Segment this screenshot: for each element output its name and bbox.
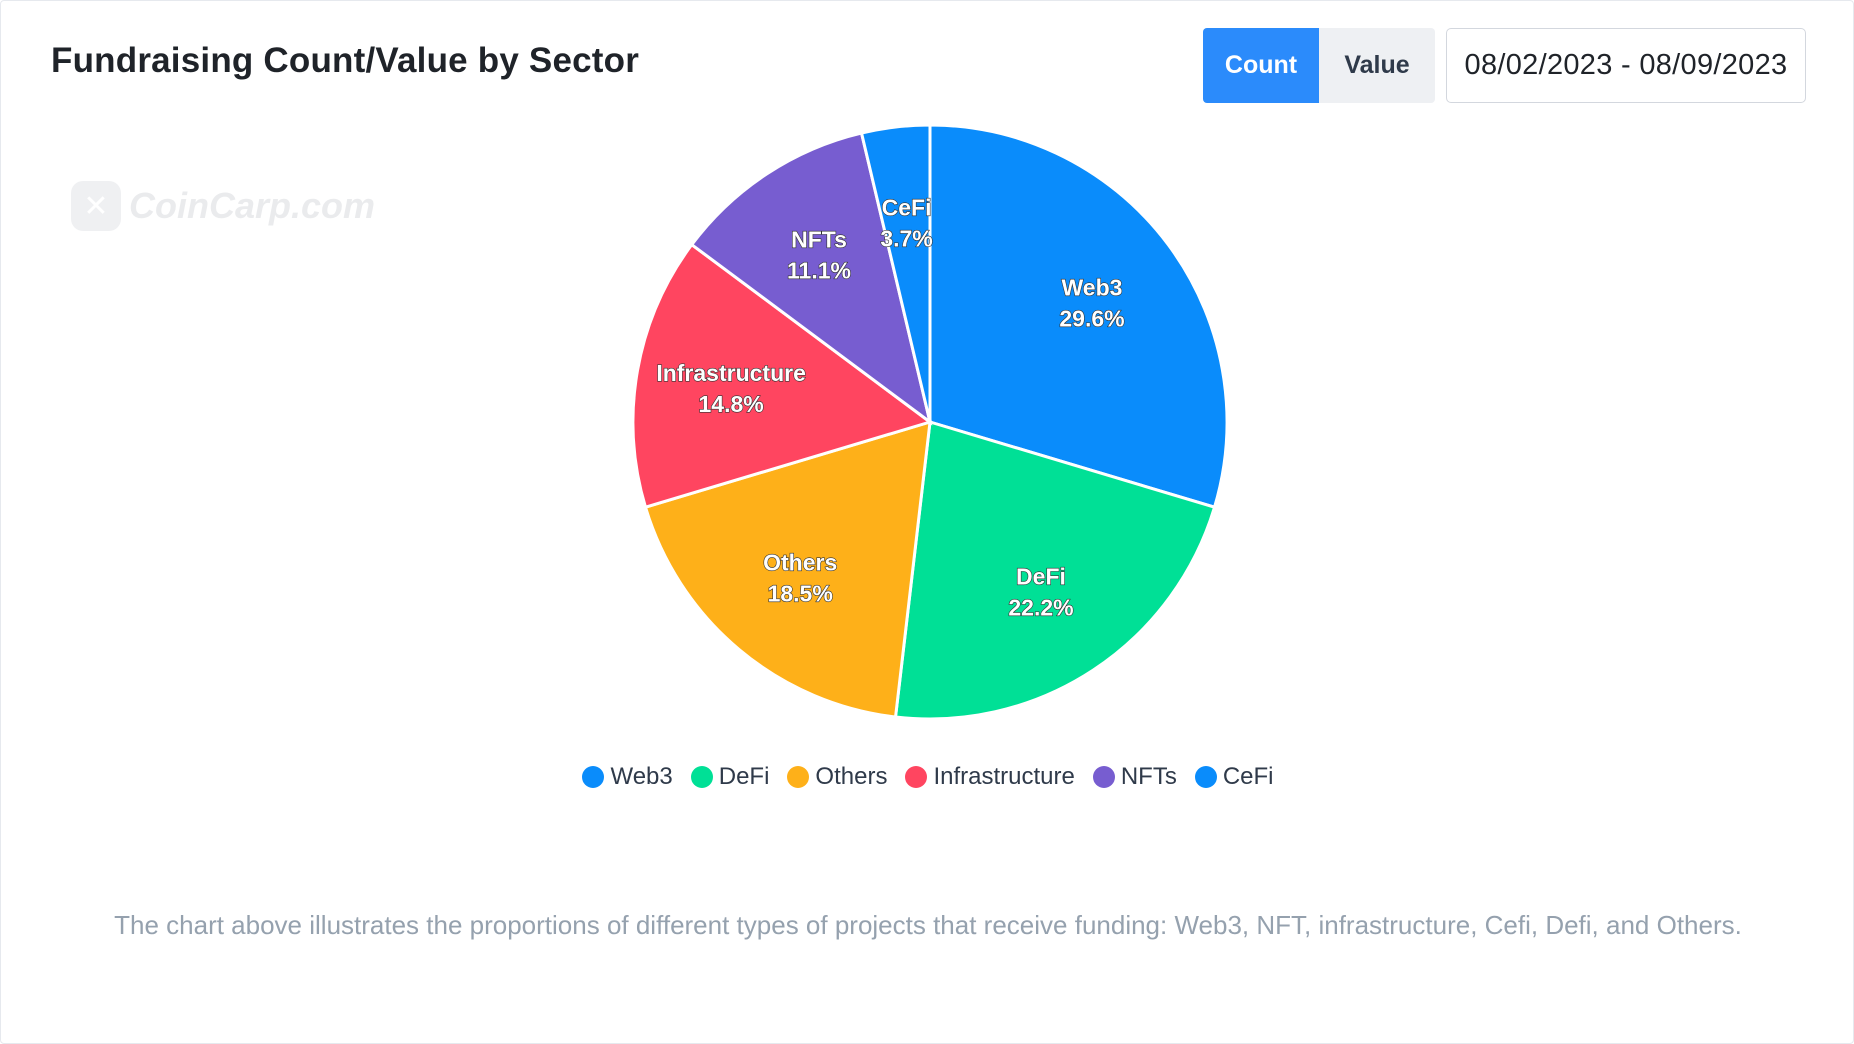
slice-value-defi: 22.2% — [1008, 595, 1073, 621]
legend-label: Infrastructure — [933, 763, 1075, 790]
legend-label: Others — [815, 763, 888, 790]
legend-item-defi[interactable]: DeFi — [690, 763, 770, 791]
legend-marker-icon — [690, 766, 713, 788]
slice-label-web3: Web3 — [1062, 274, 1123, 300]
legend-label: CeFi — [1222, 763, 1274, 790]
legend-label: NFTs — [1120, 763, 1177, 790]
pie-slice-cefi[interactable] — [859, 123, 932, 423]
slice-value-nfts: 11.1% — [787, 257, 851, 283]
legend-item-others[interactable]: Others — [787, 763, 887, 791]
chart-legend: Web3 DeFi Others Infrastructure NFTs CeFi — [1, 763, 1854, 791]
legend-label: DeFi — [718, 763, 770, 790]
legend-marker-icon — [1194, 766, 1217, 788]
slice-label-infrastructure: Infrastructure — [656, 360, 806, 386]
legend-marker-icon — [1092, 766, 1115, 788]
count-value-toggle: Count Value — [1203, 28, 1435, 103]
watermark: ✕ CoinCarp.com — [71, 181, 375, 231]
chart-caption: The chart above illustrates the proporti… — [114, 910, 1742, 940]
slice-label-defi: DeFi — [1016, 564, 1066, 590]
pie-slice-web3[interactable] — [928, 123, 1229, 510]
slice-label-nfts: NFTs — [791, 226, 847, 252]
legend-item-infrastructure[interactable]: Infrastructure — [905, 763, 1075, 791]
slice-value-infrastructure: 14.8% — [698, 391, 763, 417]
watermark-text: CoinCarp.com — [129, 185, 376, 226]
slice-value-web3: 29.6% — [1059, 305, 1124, 331]
legend-label: Web3 — [610, 763, 673, 790]
slice-value-others: 18.5% — [768, 581, 833, 607]
date-range-picker[interactable]: 08/02/2023 - 08/09/2023 — [1446, 28, 1806, 103]
legend-item-web3[interactable]: Web3 — [582, 763, 673, 791]
pie-slice-defi[interactable] — [893, 420, 1217, 721]
chart-title: Fundraising Count/Value by Sector — [51, 41, 640, 80]
legend-marker-icon — [787, 766, 810, 788]
count-button[interactable]: Count — [1203, 28, 1319, 103]
pie-chart: Web3 29.6% DeFi 22.2% Others 18.5% Infrastruct… — [631, 123, 1229, 721]
legend-item-cefi[interactable]: CeFi — [1194, 763, 1274, 791]
value-button[interactable]: Value — [1319, 28, 1435, 103]
coincarp-logo-icon: ✕ — [71, 181, 121, 231]
slice-label-cefi: CeFi — [882, 194, 932, 220]
pie-slice-nfts[interactable] — [689, 131, 933, 426]
slice-label-others: Others — [763, 550, 837, 576]
pie-slice-infrastructure[interactable] — [631, 242, 934, 510]
pie-slice-others[interactable] — [643, 419, 932, 719]
slice-value-cefi: 3.7% — [880, 225, 932, 251]
legend-item-nfts[interactable]: NFTs — [1092, 763, 1177, 791]
legend-marker-icon — [582, 766, 605, 788]
legend-marker-icon — [905, 766, 928, 788]
